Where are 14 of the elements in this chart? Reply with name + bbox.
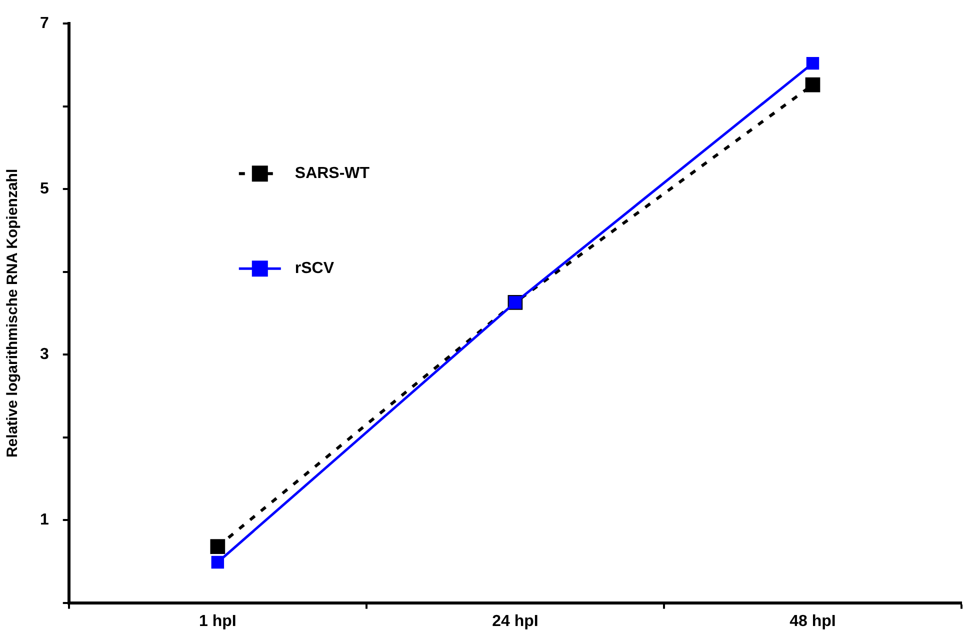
x-tick-label: 48 hpI — [790, 612, 836, 630]
point — [211, 556, 224, 569]
x-tick-label: 1 hpI — [198, 612, 236, 630]
legend-label: rSCV — [294, 260, 334, 278]
y-tick-label: 7 — [40, 15, 49, 32]
point — [210, 539, 226, 554]
y-tick-label: 5 — [40, 180, 49, 198]
y-axis-title: Relative logarithmische RNA Kopienzahl — [4, 168, 22, 458]
legend-label: SARS-WT — [294, 165, 370, 182]
point — [805, 77, 820, 92]
point — [806, 56, 820, 70]
y-tick-label: 1 — [40, 511, 49, 528]
x-tick-label: 24 hpI — [492, 612, 538, 630]
y-tick-label: 3 — [40, 346, 49, 363]
